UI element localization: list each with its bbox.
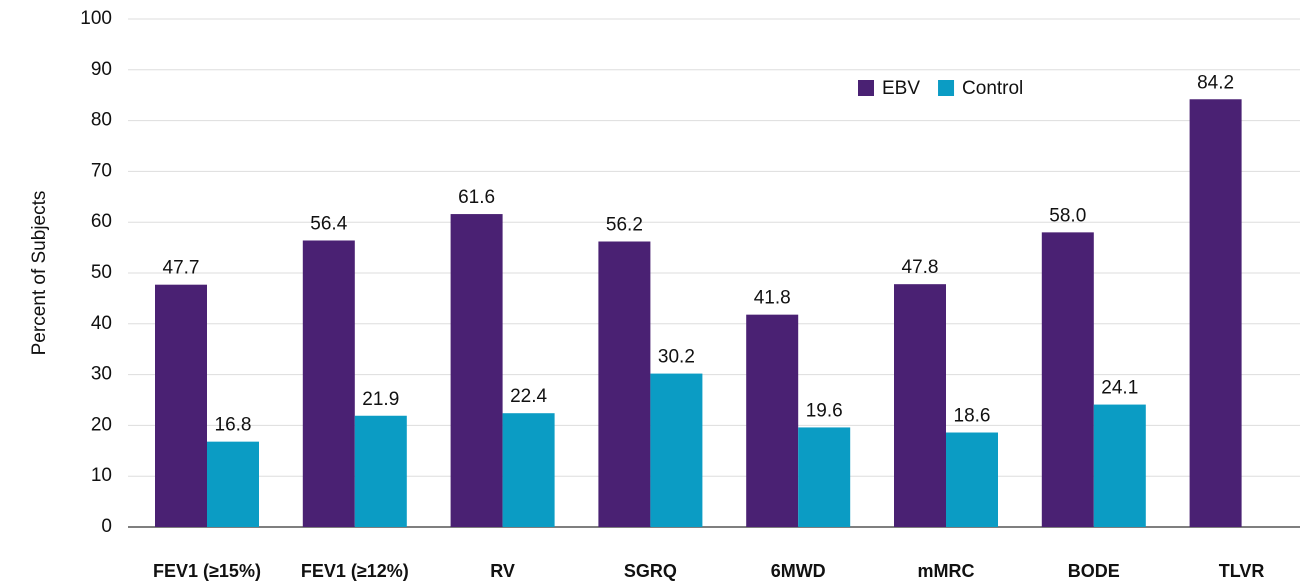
- legend-label: EBV: [882, 78, 920, 99]
- bar: [798, 427, 851, 527]
- y-tick-label: 0: [101, 516, 112, 537]
- bar: [207, 441, 259, 527]
- bar: [650, 373, 703, 527]
- x-tick-label: 6MWD: [771, 561, 826, 581]
- bar: [502, 413, 555, 527]
- value-label: 58.0: [1049, 205, 1086, 226]
- legend-swatch: [858, 80, 874, 96]
- y-tick-label: 90: [91, 59, 112, 80]
- bar: [155, 284, 207, 527]
- value-label: 30.2: [658, 347, 695, 368]
- value-label: 18.6: [954, 406, 991, 427]
- y-tick-label: 10: [91, 465, 112, 486]
- y-tick-label: 30: [91, 364, 112, 385]
- legend-label: Control: [962, 78, 1023, 99]
- value-label: 21.9: [362, 389, 399, 410]
- y-tick-label: 100: [80, 8, 112, 29]
- bar: [450, 214, 503, 527]
- value-label: 16.8: [215, 415, 252, 436]
- value-label: 47.7: [163, 258, 200, 279]
- y-tick-label: 80: [91, 110, 112, 131]
- bar: [598, 241, 651, 527]
- x-tick-label: SGRQ: [624, 561, 677, 581]
- bar: [946, 432, 998, 527]
- value-label: 56.4: [310, 214, 347, 235]
- bar: [1041, 232, 1094, 528]
- bar: [894, 284, 946, 527]
- y-axis-label: Percent of Subjects: [29, 191, 50, 356]
- bar: [746, 314, 799, 527]
- legend-swatch: [938, 80, 955, 96]
- y-tick-label: 20: [91, 414, 112, 435]
- value-label: 61.6: [458, 187, 495, 208]
- value-label: 24.1: [1101, 378, 1138, 399]
- bar: [354, 415, 407, 527]
- value-label: 56.2: [606, 215, 643, 236]
- x-tick-label: BODE: [1068, 561, 1120, 581]
- value-label: 19.6: [806, 400, 843, 421]
- y-tick-label: 50: [91, 262, 112, 283]
- value-label: 41.8: [754, 288, 791, 309]
- y-tick-label: 60: [91, 211, 112, 232]
- bar: [302, 240, 355, 527]
- value-label: 47.8: [902, 257, 939, 278]
- bar: [1189, 99, 1242, 527]
- x-tick-label: RV: [490, 561, 515, 581]
- bar: [1093, 404, 1146, 527]
- x-tick-label: mMRC: [918, 561, 975, 581]
- value-label: 84.2: [1197, 72, 1234, 93]
- x-tick-label: TLVR: [1219, 561, 1265, 581]
- y-tick-label: 40: [91, 313, 112, 334]
- value-label: 22.4: [510, 386, 547, 407]
- x-tick-label: FEV1 (≥15%): [153, 561, 261, 581]
- y-tick-label: 70: [91, 160, 112, 181]
- x-tick-label: FEV1 (≥12%): [301, 561, 409, 581]
